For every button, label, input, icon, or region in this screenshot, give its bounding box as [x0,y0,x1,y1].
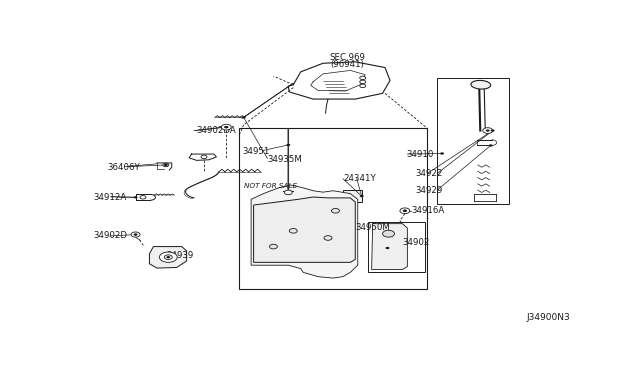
Circle shape [286,144,291,146]
Text: SEC.969: SEC.969 [329,53,365,62]
Circle shape [483,128,493,134]
Circle shape [489,144,493,147]
Circle shape [163,163,169,167]
Text: 34902: 34902 [403,238,430,247]
Bar [318,203,350,219]
Text: 34935M: 34935M [268,155,302,164]
Circle shape [164,164,168,166]
Circle shape [332,208,339,213]
Text: 34922: 34922 [415,169,443,178]
Circle shape [134,234,137,235]
Circle shape [403,210,407,212]
Polygon shape [372,224,408,269]
Circle shape [134,196,138,198]
Circle shape [166,256,170,258]
Circle shape [360,76,365,80]
Circle shape [486,129,490,132]
Polygon shape [253,197,355,262]
Circle shape [284,190,292,195]
Circle shape [134,233,138,236]
Text: 34902D: 34902D [94,231,128,240]
Text: 24341Y: 24341Y [343,174,376,183]
Circle shape [383,230,394,237]
Circle shape [491,129,495,132]
Text: 34916A: 34916A [412,206,445,215]
Circle shape [324,236,332,240]
Circle shape [400,208,410,214]
Circle shape [242,116,246,119]
Text: J34900N3: J34900N3 [526,313,570,322]
Circle shape [385,247,390,249]
Bar [303,231,326,242]
Circle shape [131,232,140,237]
Bar [239,128,428,289]
Bar [259,245,286,257]
Circle shape [269,244,277,249]
Bar [375,245,400,255]
Bar [367,222,425,272]
Circle shape [440,153,444,155]
Circle shape [140,196,146,199]
Circle shape [159,252,177,262]
Bar [316,245,335,254]
Bar [374,230,401,243]
Circle shape [164,255,172,260]
Text: 36406Y: 36406Y [108,163,140,172]
Circle shape [225,126,228,128]
Circle shape [403,210,407,212]
Circle shape [360,195,364,197]
Circle shape [221,124,231,130]
Bar [343,190,362,202]
Circle shape [360,80,365,84]
Circle shape [225,126,228,128]
Polygon shape [251,185,358,278]
Text: 34910: 34910 [406,150,434,158]
Circle shape [360,84,365,87]
Polygon shape [150,247,187,268]
Text: 34950M: 34950M [355,224,390,232]
Ellipse shape [471,80,491,89]
Text: 34912A: 34912A [94,193,127,202]
Text: 34902DA: 34902DA [196,126,236,135]
Text: 34939: 34939 [167,251,194,260]
Text: 34929: 34929 [415,186,442,195]
Bar [437,78,509,203]
Text: 34951: 34951 [243,147,270,156]
Text: NOT FOR SALE: NOT FOR SALE [244,183,297,189]
Circle shape [289,228,297,233]
Text: (96941): (96941) [330,60,364,69]
Circle shape [201,155,207,158]
